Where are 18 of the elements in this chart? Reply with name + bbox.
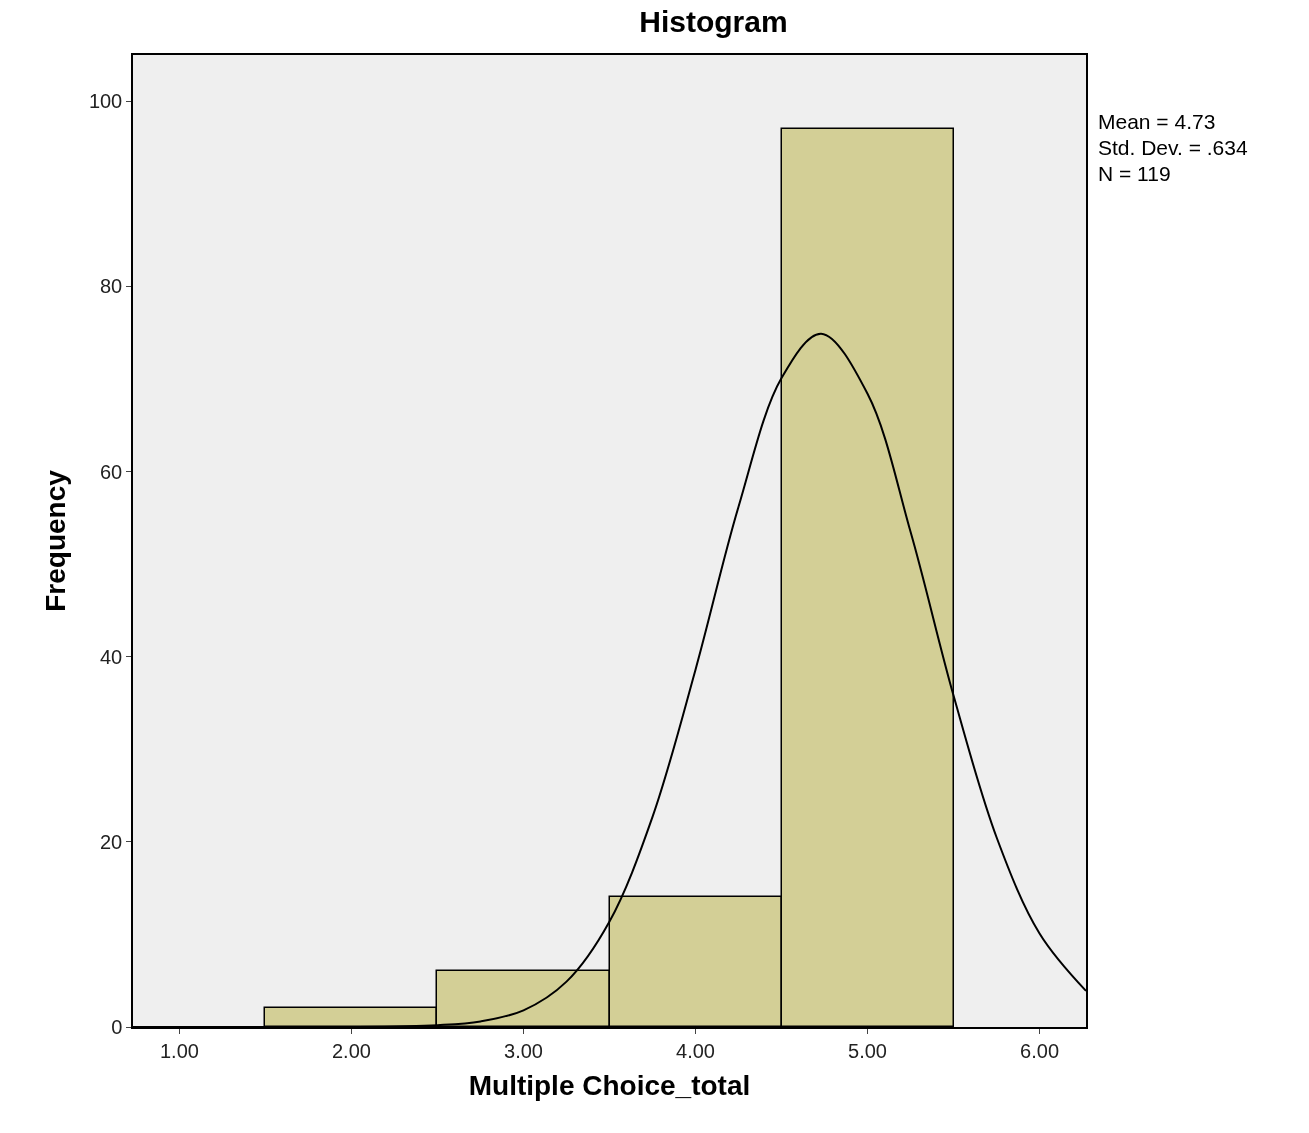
x-tick-label: 6.00: [1020, 1039, 1060, 1062]
x-tick-label: 2.00: [332, 1039, 371, 1062]
x-tick-label: 4.00: [676, 1039, 715, 1062]
y-tick-label: 100: [88, 90, 123, 113]
y-tick-label: 40: [100, 645, 123, 668]
text: Mean = 4.73: [1098, 110, 1216, 133]
y-axis-title: Frequency: [40, 469, 72, 612]
y-tick-label: 60: [100, 460, 123, 483]
x-tick-label: 3.00: [504, 1039, 543, 1062]
x-tick-label: 5.00: [848, 1039, 887, 1062]
x-axis-title: Multiple Choice_total: [468, 1070, 751, 1102]
x-tick-label: 1.00: [159, 1039, 199, 1062]
y-tick-label: 0: [111, 1016, 123, 1038]
y-tick-label: 80: [100, 275, 123, 298]
y-tick-label: 20: [100, 830, 123, 853]
text: N = 119: [1098, 162, 1171, 185]
text: Std. Dev. = .634: [1098, 136, 1248, 159]
chart-title: Histogram: [639, 5, 788, 39]
